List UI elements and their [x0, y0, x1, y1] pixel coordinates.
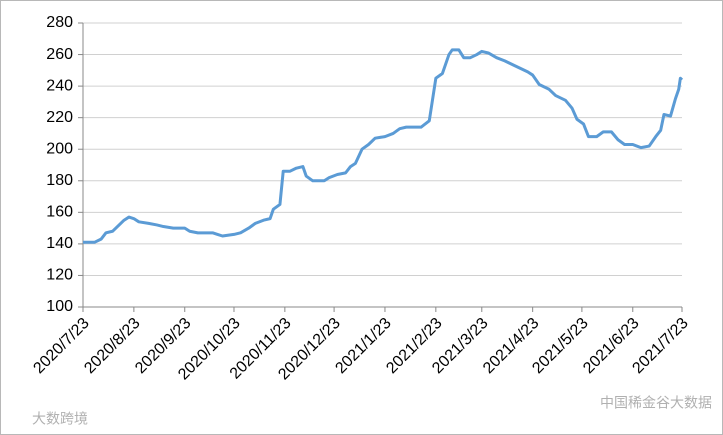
- series-line: [83, 48, 684, 244]
- y-tick-label: 120: [46, 267, 73, 284]
- y-tick-label: 160: [46, 204, 73, 221]
- y-tick-label: 180: [46, 172, 73, 189]
- y-tick-label: 140: [46, 235, 73, 252]
- y-tick-label: 260: [46, 46, 73, 63]
- watermark: 大数跨境: [32, 411, 88, 427]
- y-tick-label: 100: [46, 298, 73, 315]
- watermark: 中国稀金谷大数据: [600, 395, 712, 411]
- y-tick-label: 200: [46, 140, 73, 157]
- y-tick-label: 280: [46, 14, 73, 31]
- y-tick-label: 240: [46, 77, 73, 94]
- y-tick-label: 220: [46, 109, 73, 126]
